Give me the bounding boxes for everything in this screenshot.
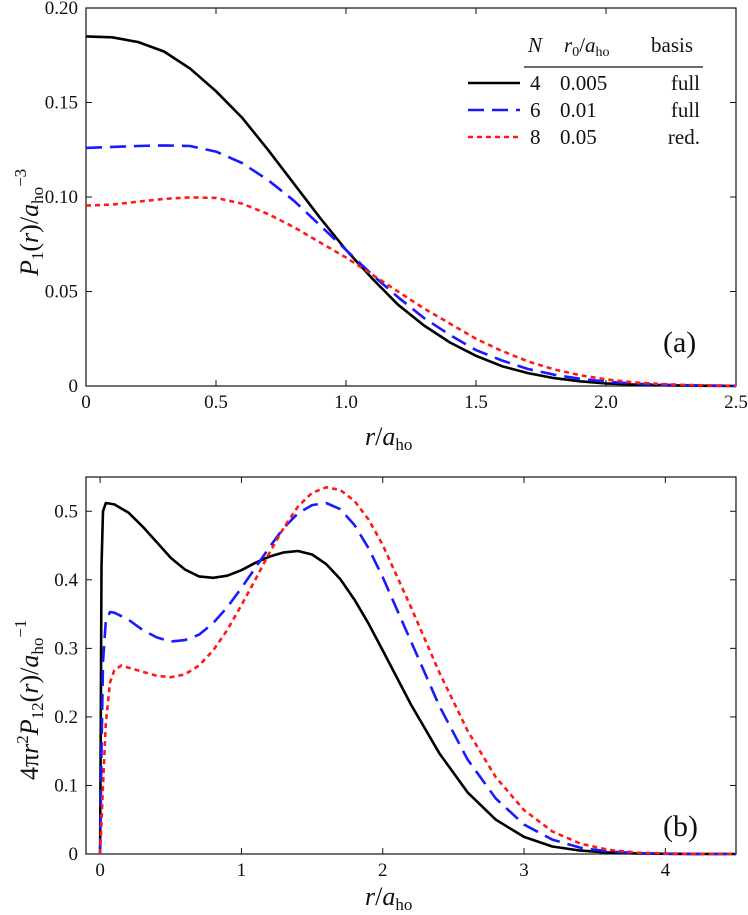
panel-b-x-tick-label: 3 xyxy=(519,860,529,881)
panel-a-x-tick-label: 2.0 xyxy=(594,392,618,413)
legend-rows: 4 0.005 full 6 0.01 full 8 0.05 red. xyxy=(468,71,700,149)
panel-a-y-tick-label: 0 xyxy=(69,376,79,397)
legend-r0-value: 0.005 xyxy=(560,71,607,95)
legend-n-value: 8 xyxy=(530,125,541,149)
legend-n-value: 4 xyxy=(530,71,541,95)
panel-a-ticks: 0 0.5 1.0 1.5 2.0 2.5 0 0.05 0.10 0.15 0.20 xyxy=(45,0,748,413)
panel-b-y-tick-label: 0 xyxy=(69,844,79,865)
legend-header-r0: r0/aho xyxy=(564,33,610,60)
panel-a-series-line-dotted xyxy=(85,196,737,388)
panel-b-x-tick-label: 2 xyxy=(378,860,388,881)
panel-b-y-tick-label: 0.4 xyxy=(54,570,78,591)
panel-b-label: (b) xyxy=(663,810,698,843)
panel-a-x-tick-label: 0 xyxy=(81,392,91,413)
panel-b-series-line-dashed xyxy=(98,501,737,856)
panel-a-x-tick-label: 1.0 xyxy=(334,392,358,413)
panel-b-ticks: 0 1 2 3 4 0 0.1 0.2 0.3 0.4 0.5 xyxy=(54,477,736,881)
panel-a-y-axis-label: P1(r)/aho−3 xyxy=(11,169,47,277)
panel-b-x-tick-label: 0 xyxy=(95,860,105,881)
panel-b: 0 1 2 3 4 0 0.1 0.2 0.3 0.4 0.5 r/aho 4πr2P12(r)/a… xyxy=(11,476,737,914)
panel-a-x-axis-label: r/aho xyxy=(365,422,412,454)
panel-b-series-line-solid xyxy=(98,501,737,856)
panel-b-x-tick-label: 1 xyxy=(237,860,247,881)
panel-a-x-tick-label: 2.5 xyxy=(724,392,748,413)
legend-r0-value: 0.01 xyxy=(560,98,597,122)
legend-header-n: N xyxy=(527,33,543,57)
panel-b-series xyxy=(98,485,737,856)
panel-b-frame xyxy=(85,476,737,855)
panel-a-x-tick-label: 0.5 xyxy=(204,392,228,413)
panel-b-y-tick-label: 0.3 xyxy=(54,638,78,659)
panel-a-series-line-solid xyxy=(85,35,737,388)
panel-b-y-tick-label: 0.5 xyxy=(54,501,78,522)
panel-a-y-tick-label: 0.10 xyxy=(45,187,78,208)
panel-b-x-tick-label: 4 xyxy=(661,860,671,881)
panel-b-x-axis-label: r/aho xyxy=(365,882,412,914)
panel-a: 0 0.5 1.0 1.5 2.0 2.500.050.100.150.20 r/aho … xyxy=(11,0,748,454)
panel-a-series-line-dashed xyxy=(85,144,737,388)
panel-b-y-tick-label: 0.2 xyxy=(54,707,78,728)
panel-a-label: (a) xyxy=(663,326,696,359)
legend-n-value: 6 xyxy=(530,98,541,122)
legend-r0-value: 0.05 xyxy=(560,125,597,149)
panel-b-y-tick-label: 0.1 xyxy=(54,775,78,796)
legend-basis-value: red. xyxy=(668,125,700,149)
panel-a-x-tick-label: 1.5 xyxy=(464,392,488,413)
panel-b-series-line-dotted xyxy=(98,485,737,856)
legend-basis-value: full xyxy=(671,71,700,95)
legend-header-basis: basis xyxy=(651,33,693,57)
panel-a-y-tick-label: 0.20 xyxy=(45,0,78,19)
panel-a-y-tick-label: 0.15 xyxy=(45,93,78,114)
legend-basis-value: full xyxy=(671,98,700,122)
panel-b-y-axis-label: 4πr2P12(r)/aho−1 xyxy=(11,620,47,780)
legend: N r0/aho basis 4 0.005 full 6 0.01 full 8 0.05 r… xyxy=(468,33,703,149)
panel-a-series xyxy=(85,35,737,388)
panel-a-y-tick-label: 0.05 xyxy=(45,282,78,303)
